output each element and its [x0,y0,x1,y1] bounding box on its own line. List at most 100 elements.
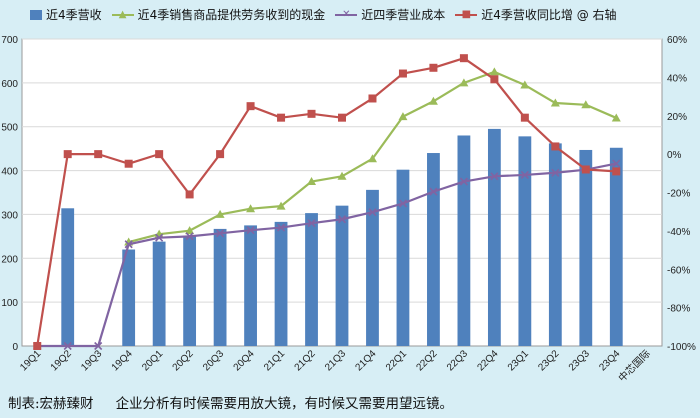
point-yoy [33,342,42,350]
bar-revenue [244,225,257,346]
footer-slogan: 企业分析有时候需要用放大镜，有时候又需要用望远镜。 [115,396,454,412]
x-tick-label: 19Q2 [49,348,74,373]
bar-revenue [487,128,501,346]
point-cost [185,232,194,241]
point-yoy [338,113,346,122]
y-right-tick-label: -100% [667,342,696,353]
legend-swatch-yoy: ■ [455,9,478,20]
point-yoy [246,102,255,111]
point-cost [216,229,225,238]
point-cost [276,223,286,232]
point-cost [459,177,468,186]
x-tick-label: 23Q4 [597,348,622,373]
line-yoy [36,57,617,347]
point-cost [155,233,164,242]
y-left-tick-label: 100 [1,298,18,309]
point-yoy [277,113,286,122]
bar-revenue [61,208,75,346]
point-yoy [490,75,499,84]
point-yoy [520,113,529,122]
point-sales-cash [489,67,499,76]
point-sales-cash [428,96,438,105]
point-yoy [398,69,407,78]
x-tick-label: 22Q2 [414,348,439,373]
x-tick-label: 23Q2 [536,348,561,373]
point-yoy [63,150,72,159]
y-right-tick-label: -40% [667,227,690,238]
legend-swatch-cost: ✕ [335,9,358,20]
legend-item-yoy: ■ 近4季营收同比增 @ 右轴 [455,6,617,23]
point-cost [520,170,529,180]
x-tick-label: 22Q4 [475,348,500,373]
legend-item-sales-cash: ▲ 近4季销售商品提供劳务收到的现金 [111,6,326,23]
chart-footer: 制表:宏赫臻财 企业分析有时候需要用放大镜，有时候又需要用望远镜。 [8,392,453,412]
point-sales-cash [215,209,225,218]
y-left-tick-label: 600 [1,79,18,90]
point-sales-cash [337,171,347,180]
point-sales-cash [611,113,621,122]
point-yoy [581,165,590,174]
legend-label-yoy: 近4季营收同比增 @ 右轴 [481,8,617,22]
bar-revenue [396,169,410,346]
point-sales-cash [550,98,560,107]
bar-revenue [518,136,532,346]
point-yoy [551,142,560,151]
point-sales-cash [581,100,591,109]
point-cost [612,159,621,168]
point-cost [124,240,133,249]
x-tick-label: 21Q1 [262,348,287,373]
point-cost [307,219,316,228]
point-sales-cash [367,154,377,163]
y-right-tick-label: -20% [667,189,690,200]
bar-revenue [213,228,227,346]
bar-revenue [305,213,318,346]
legend-item-cost: ✕ 近四季营业成本 [335,6,445,23]
bar-revenue [366,189,379,346]
bar-revenue [183,236,197,346]
y-right-tick-label: 40% [667,73,687,84]
x-tick-label: 20Q1 [140,348,165,373]
bar-revenue [122,249,136,346]
point-yoy [155,150,164,159]
legend-item-revenue: 近4季营收 [30,6,102,23]
point-sales-cash [520,80,530,89]
point-cost [246,226,255,235]
point-sales-cash [185,226,195,235]
point-sales-cash [307,177,317,186]
y-left-tick-label: 500 [1,123,18,134]
point-cost [398,199,408,208]
x-tick-label: 22Q3 [445,348,470,373]
x-tick-label: 22Q1 [384,348,409,373]
x-tick-label: 21Q3 [323,348,348,373]
x-tick-label: 20Q3 [201,348,226,373]
chart-legend: 近4季营收 ▲ 近4季销售商品提供劳务收到的现金 ✕ 近四季营业成本 ■ 近4季… [30,6,690,23]
point-yoy [185,190,194,199]
x-tick-label: 23Q3 [567,348,592,373]
point-yoy [307,109,316,118]
y-right-tick-label: -60% [667,265,690,276]
x-tick-label: 中芯国际 [615,347,652,384]
bar-revenue [274,221,288,346]
y-left-tick-label: 0 [12,342,18,353]
point-sales-cash [246,204,256,213]
point-yoy [429,63,438,72]
point-sales-cash [276,201,286,210]
point-yoy [459,54,468,63]
legend-label-sales-cash: 近4季销售商品提供劳务收到的现金 [137,8,326,22]
point-cost [551,168,560,177]
point-cost [337,215,347,224]
footer-credit: 制表:宏赫臻财 [8,396,94,412]
point-yoy [368,94,377,103]
bar-revenue [335,205,349,346]
x-tick-label: 19Q3 [79,348,104,373]
x-tick-label: 20Q4 [232,348,257,373]
legend-label-cost: 近四季营业成本 [361,8,446,22]
bar-revenue [457,135,471,346]
y-left-tick-label: 400 [1,167,18,178]
point-cost [63,341,72,351]
y-left-tick-label: 700 [1,35,18,46]
bar-revenue [548,143,562,346]
point-cost [368,208,377,217]
bar-revenue [609,147,623,346]
